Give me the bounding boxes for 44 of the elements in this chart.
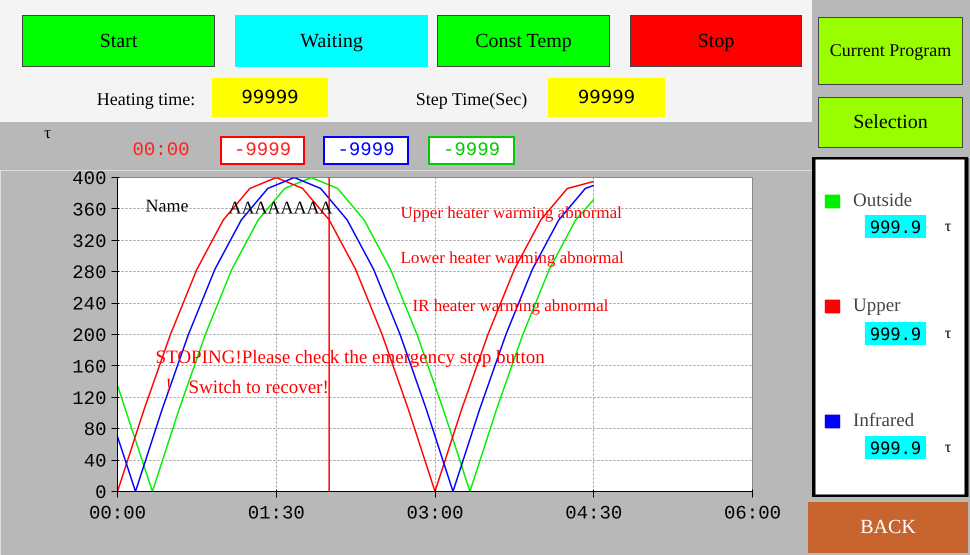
text: -9999	[323, 136, 409, 165]
y-tick-label: 240	[72, 294, 107, 316]
x-tick-label: 04:30	[565, 502, 622, 524]
y-tick-label: 200	[72, 325, 107, 347]
y-tick-label: 400	[72, 168, 107, 190]
x-tick-label: 03:00	[406, 502, 464, 524]
annotation: Name	[146, 196, 188, 216]
text: BACK	[808, 502, 968, 553]
text: Current Program	[818, 17, 963, 85]
text: Waiting	[235, 15, 428, 67]
y-tick-label: 120	[72, 388, 107, 410]
annotation: !	[166, 375, 172, 396]
text: 99999	[212, 78, 328, 117]
text: τ	[944, 439, 952, 456]
y-tick-label: 40	[84, 450, 107, 473]
text: 99999	[548, 78, 665, 117]
text: Step Time(Sec)	[414, 88, 528, 112]
y-tick-label: 320	[72, 230, 107, 253]
x-tick-label: 06:00	[724, 502, 782, 524]
y-tick-label: 280	[72, 262, 107, 284]
text: τ	[944, 218, 952, 235]
text: Stop	[630, 15, 802, 67]
legend-label: Outside	[853, 190, 912, 212]
x-tick-label: 00:00	[88, 502, 146, 524]
text: 00:00	[131, 138, 190, 163]
y-tick-label: 360	[72, 199, 107, 222]
text: 999.9	[870, 218, 922, 238]
text: 999.9	[870, 439, 922, 459]
annotation: Switch to recover!	[188, 377, 329, 398]
text: -9999	[220, 136, 305, 165]
text: τ	[944, 325, 952, 342]
y-tick-label: 0	[95, 482, 107, 504]
text: Heating time:	[96, 88, 196, 112]
y-tick-label: 80	[84, 419, 107, 442]
y-tick-label: 160	[72, 356, 107, 378]
text: Start	[22, 15, 215, 67]
x-tick-label: 01:30	[248, 502, 305, 524]
y-axis-title: τ	[43, 122, 52, 144]
legend-label: Infrared	[853, 410, 914, 432]
legend-label: Upper	[853, 295, 900, 317]
text: -9999	[428, 136, 515, 165]
text: Selection	[818, 97, 963, 148]
text: 999.9	[870, 325, 922, 345]
text: Const Temp	[437, 15, 610, 67]
